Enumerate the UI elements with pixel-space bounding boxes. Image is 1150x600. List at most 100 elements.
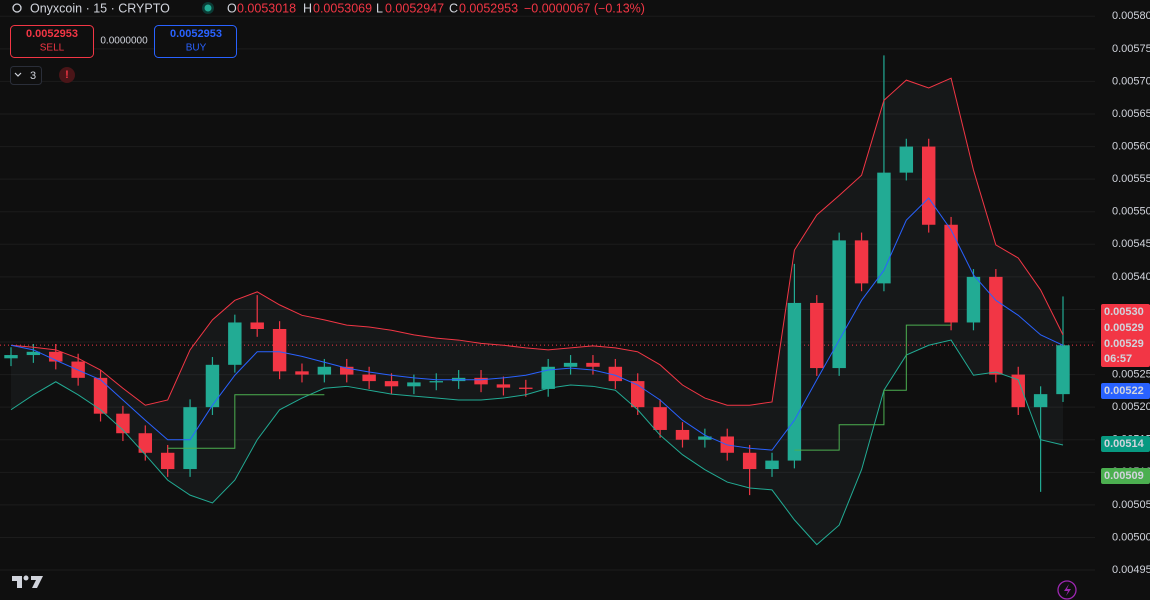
candle-body (183, 407, 197, 470)
candle-body (160, 452, 175, 470)
open-value: 0.0053018 (237, 1, 296, 15)
candle-body (429, 381, 443, 383)
candle-body (317, 366, 332, 375)
candle-body (272, 328, 287, 372)
error-badge[interactable] (59, 67, 75, 83)
candle-body (26, 351, 41, 356)
candle-body (608, 366, 623, 382)
plot-area: 0.004950.005000.005050.005100.005150.005… (0, 10, 1150, 576)
y-tick-label: 0.00525 (1112, 368, 1150, 380)
buy-button[interactable] (154, 25, 237, 58)
close-key: C (449, 1, 458, 15)
candle-body (586, 362, 600, 367)
y-tick-label: 0.00555 (1112, 173, 1150, 185)
indicator-count: 3 (30, 70, 36, 82)
price-badge-label: 0.00522 (1104, 385, 1144, 397)
low-value: 0.0052947 (385, 1, 444, 15)
logo-part (12, 576, 22, 588)
candle-body (921, 146, 936, 225)
candle-body (228, 322, 242, 365)
tv-logo (12, 575, 43, 588)
candle-body (116, 413, 130, 434)
logo-part (31, 576, 43, 588)
candle-body (541, 366, 555, 389)
buy-label: BUY (186, 43, 207, 54)
candle-body (832, 240, 846, 369)
open-key: O (227, 1, 237, 15)
candle-body (877, 172, 891, 284)
candle-body (563, 362, 578, 367)
candle-body (698, 436, 712, 440)
y-tick-label: 0.00545 (1112, 238, 1150, 250)
candle-body (1011, 374, 1025, 408)
price-badge (1101, 304, 1150, 367)
indicator-line (10, 197, 1064, 451)
candle-body (675, 429, 690, 440)
close-value: 0.0052953 (459, 1, 518, 15)
price-badge-label: 0.00529 (1104, 322, 1144, 334)
candle-body (407, 382, 421, 387)
logo-part (23, 575, 29, 581)
candle-body (474, 377, 488, 385)
y-tick-label: 0.00495 (1112, 564, 1150, 576)
price-badge-label: 0.00514 (1104, 438, 1145, 450)
y-tick-label: 0.00505 (1112, 499, 1150, 511)
spread: 0.0000000 (100, 36, 148, 47)
chevron (14, 72, 22, 77)
candle-body (854, 240, 869, 284)
status-dot (204, 4, 212, 12)
y-tick-label: 0.00575 (1112, 43, 1150, 55)
change: −0.0000067 (−0.13%) (524, 1, 645, 15)
low-key: L (376, 1, 383, 15)
price-badge (1101, 383, 1150, 399)
price-badge-label: 0.00509 (1104, 470, 1144, 482)
y-tick-label: 0.00565 (1112, 108, 1150, 120)
candle-body (742, 452, 757, 470)
indicator-line (10, 339, 1064, 546)
sell-button[interactable] (10, 25, 94, 58)
candle-body (93, 377, 108, 414)
candle-body (519, 387, 533, 389)
price-badge-label: 0.00529 (1104, 338, 1144, 350)
indicator-line (10, 77, 1064, 406)
candle-body (989, 276, 1003, 375)
symbol[interactable]: Onyxcoin · 15 · CRYPTO (30, 1, 170, 15)
symbol-icon (12, 3, 22, 13)
candle-body (295, 371, 309, 375)
candle-body (250, 322, 264, 329)
error-icon: ! (65, 69, 69, 81)
alert-button[interactable] (1057, 580, 1077, 600)
overlay-ui: Onyxcoin · 15 · CRYPTO O 0.0053018 H 0.0… (10, 1, 1150, 600)
sell-price: 0.0052953 (26, 28, 78, 40)
candle-body (49, 351, 63, 362)
candle-body (362, 374, 376, 382)
price-badge-label: 0.00530 (1104, 306, 1144, 318)
candle-body (810, 302, 824, 369)
candle-body (4, 355, 18, 359)
y-tick-label: 0.00540 (1112, 271, 1150, 283)
y-tick-label: 0.00500 (1112, 531, 1150, 543)
price-badge (1101, 468, 1150, 484)
high-key: H (303, 1, 312, 15)
candle-body (1033, 394, 1048, 408)
candle-body (138, 433, 153, 453)
candle-body (966, 276, 981, 323)
y-tick-label: 0.00580 (1112, 10, 1150, 22)
y-tick-label: 0.00550 (1112, 206, 1150, 218)
candle-body (787, 302, 802, 461)
indicator-line (167, 324, 952, 451)
sell-label: SELL (40, 43, 65, 54)
candle-body (496, 384, 511, 388)
y-tick-label: 0.00520 (1112, 401, 1150, 413)
y-tick-label: 0.00560 (1112, 140, 1150, 152)
candle-body (944, 224, 958, 323)
candle-body (653, 407, 667, 430)
alert-icon (1064, 584, 1071, 596)
candle-body (384, 381, 399, 387)
indicator-toggle[interactable] (10, 66, 42, 85)
buy-price: 0.0052953 (170, 28, 222, 40)
price-badge-label: 06:57 (1104, 353, 1132, 365)
y-tick-label: 0.00570 (1112, 75, 1150, 87)
candle-body (205, 364, 220, 408)
